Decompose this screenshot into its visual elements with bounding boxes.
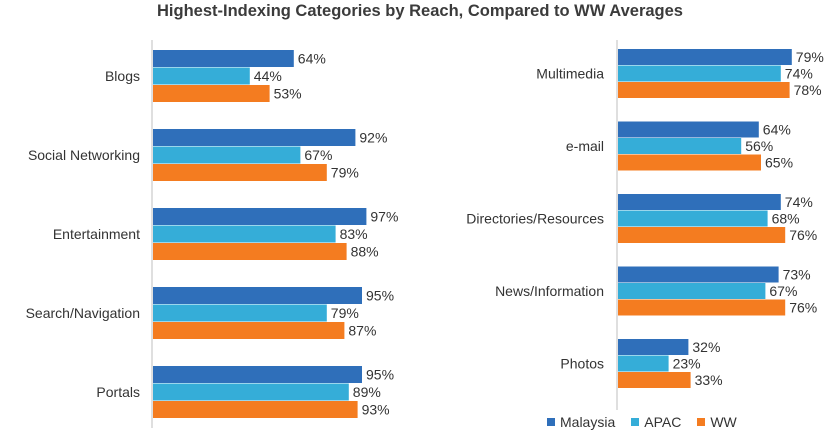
data-label-apac-news-information: 67%	[769, 283, 797, 299]
bar-apac-blogs	[153, 67, 250, 85]
bar-apac-search-navigation	[153, 304, 327, 322]
data-label-malaysia-directories-resources: 74%	[785, 194, 813, 210]
data-label-apac-e-mail: 56%	[745, 138, 773, 154]
bar-apac-photos	[618, 355, 669, 372]
chart-title: Highest-Indexing Categories by Reach, Co…	[157, 2, 683, 20]
legend-label-malaysia: Malaysia	[560, 414, 616, 430]
data-label-malaysia-multimedia: 79%	[796, 49, 824, 65]
bar-apac-entertainment	[153, 225, 336, 243]
bar-apac-news-information	[618, 283, 766, 299]
bar-malaysia-news-information	[618, 266, 779, 283]
category-label-multimedia: Multimedia	[536, 66, 604, 82]
bar-ww-social-networking	[153, 164, 327, 181]
legend-item-apac: APAC	[631, 414, 681, 430]
legend-swatch-apac	[631, 418, 640, 426]
data-label-ww-multimedia: 78%	[794, 82, 822, 98]
legend-item-malaysia: Malaysia	[547, 414, 615, 430]
data-label-malaysia-e-mail: 64%	[763, 122, 791, 138]
bar-apac-directories-resources	[618, 210, 768, 227]
bar-malaysia-blogs	[153, 50, 294, 67]
data-label-apac-entertainment: 83%	[340, 226, 368, 242]
data-label-malaysia-news-information: 73%	[783, 267, 811, 283]
data-label-apac-portals: 89%	[353, 384, 381, 400]
category-label-search-navigation: Search/Navigation	[26, 305, 140, 321]
data-label-malaysia-search-navigation: 95%	[366, 288, 394, 304]
bar-ww-search-navigation	[153, 322, 345, 339]
legend-item-ww: WW	[697, 414, 737, 430]
legend-swatch-ww	[697, 418, 706, 426]
data-label-ww-blogs: 53%	[274, 86, 302, 102]
data-label-malaysia-photos: 32%	[692, 339, 720, 355]
data-label-malaysia-portals: 95%	[366, 367, 394, 383]
bar-malaysia-social-networking	[153, 129, 356, 146]
data-label-ww-entertainment: 88%	[351, 244, 379, 260]
category-label-news-information: News/Information	[495, 283, 604, 299]
data-label-malaysia-social-networking: 92%	[359, 130, 387, 146]
data-label-ww-directories-resources: 76%	[789, 227, 817, 243]
bar-apac-social-networking	[153, 146, 301, 164]
data-label-apac-social-networking: 67%	[304, 147, 332, 163]
data-label-apac-search-navigation: 79%	[331, 305, 359, 321]
bar-ww-blogs	[153, 85, 270, 102]
bar-ww-entertainment	[153, 243, 347, 260]
legend-swatch-malaysia	[547, 418, 555, 426]
data-label-ww-search-navigation: 87%	[348, 323, 376, 339]
bar-apac-portals	[153, 383, 349, 401]
bar-malaysia-photos	[618, 339, 689, 355]
bar-ww-news-information	[618, 299, 786, 316]
legend-label-apac: APAC	[644, 414, 682, 430]
bar-apac-e-mail	[618, 138, 742, 154]
data-label-ww-portals: 93%	[362, 402, 390, 418]
legend-label-ww: WW	[710, 414, 737, 430]
bar-ww-portals	[153, 401, 358, 418]
data-label-ww-social-networking: 79%	[331, 165, 359, 181]
category-label-portals: Portals	[96, 384, 140, 400]
category-label-blogs: Blogs	[105, 68, 140, 84]
category-label-directories-resources: Directories/Resources	[466, 211, 604, 227]
chart-1: Blogs 64% 44% 53% Social Networking 92% 67% 79%…	[26, 40, 398, 428]
data-label-apac-photos: 23%	[673, 356, 701, 372]
data-label-ww-e-mail: 65%	[765, 155, 793, 171]
bar-malaysia-entertainment	[153, 208, 367, 225]
category-label-social-networking: Social Networking	[28, 147, 140, 163]
category-label-entertainment: Entertainment	[53, 226, 140, 242]
bar-ww-directories-resources	[618, 227, 786, 243]
chart-2: Multimedia79%74%78%e-mail64%56%65%Direct…	[466, 40, 824, 410]
data-label-ww-news-information: 76%	[789, 300, 817, 316]
legend: Malaysia APAC WW	[547, 414, 737, 430]
bar-ww-photos	[618, 372, 691, 388]
data-label-apac-directories-resources: 68%	[772, 211, 800, 227]
data-label-apac-blogs: 44%	[254, 68, 282, 84]
data-label-ww-photos: 33%	[695, 372, 723, 388]
category-label-photos: Photos	[560, 356, 604, 372]
bar-malaysia-portals	[153, 366, 362, 383]
data-label-malaysia-entertainment: 97%	[370, 209, 398, 225]
bar-ww-e-mail	[618, 154, 761, 171]
category-label-e-mail: e-mail	[566, 138, 604, 154]
bar-malaysia-search-navigation	[153, 287, 362, 304]
bar-malaysia-directories-resources	[618, 194, 781, 210]
bar-apac-multimedia	[618, 65, 781, 82]
bar-ww-multimedia	[618, 82, 790, 98]
bar-malaysia-multimedia	[618, 49, 792, 65]
data-label-apac-multimedia: 74%	[785, 66, 813, 82]
data-label-malaysia-blogs: 64%	[298, 51, 326, 67]
bar-malaysia-e-mail	[618, 121, 759, 138]
